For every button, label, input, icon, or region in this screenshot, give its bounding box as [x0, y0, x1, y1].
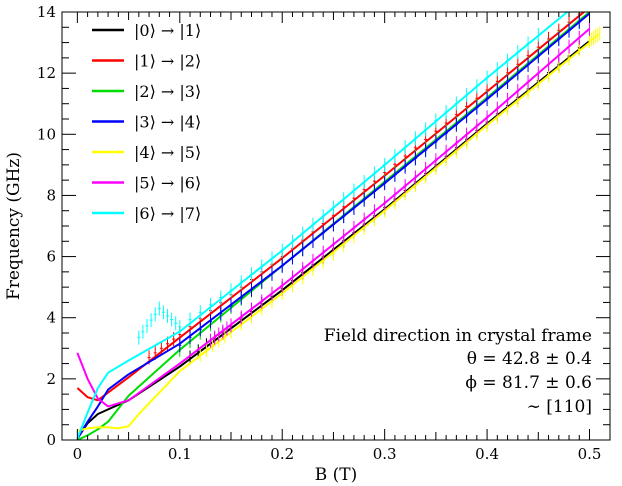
x-tick-label-5: 0.5: [578, 445, 602, 463]
y-tick-label-1: 2: [46, 370, 56, 388]
legend-label-1: |1⟩ → |2⟩: [134, 52, 201, 71]
x-tick-label-0: 0: [73, 445, 83, 463]
series-5: [76, 21, 591, 408]
y-axis-title: Frequency (GHz): [4, 152, 24, 300]
series-5-line: [76, 28, 591, 408]
legend: |0⟩ → |1⟩ |1⟩ → |2⟩ |2⟩ → |3⟩ |3⟩ → |4⟩ |4⟩ …: [92, 21, 201, 223]
y-tick-label-0: 0: [46, 431, 56, 449]
legend-item-1: |1⟩ → |2⟩: [92, 52, 201, 71]
x-axis-title: B (T): [315, 465, 358, 485]
legend-item-5: |5⟩ → |6⟩: [92, 174, 201, 193]
annotation-line-4: ∼ [110]: [527, 397, 592, 417]
legend-label-0: |0⟩ → |1⟩: [134, 21, 201, 40]
y-tick-label-3: 6: [46, 248, 56, 266]
y-tick-label-4: 8: [46, 186, 56, 204]
series-6: [76, 12, 569, 439]
y-tick-label-5: 10: [37, 125, 56, 143]
x-tick-label-3: 0.3: [373, 445, 397, 463]
x-tick-label-4: 0.4: [475, 445, 499, 463]
annotation: Field direction in crystal frame θ = 42.…: [324, 326, 592, 417]
axis-layer: 0 0.1 0.2 0.3 0.4 0.5 0 2 4 6 8 10 12 14: [37, 3, 610, 463]
legend-label-3: |3⟩ → |4⟩: [134, 113, 201, 132]
annotation-line-2: θ = 42.8 ± 0.4: [467, 349, 592, 369]
annotation-line-1: Field direction in crystal frame: [324, 326, 592, 346]
legend-label-4: |4⟩ → |5⟩: [134, 143, 201, 162]
legend-item-6: |6⟩ → |7⟩: [92, 204, 201, 223]
legend-item-3: |3⟩ → |4⟩: [92, 113, 201, 132]
legend-item-2: |2⟩ → |3⟩: [92, 82, 201, 101]
series-4-line: [77, 41, 591, 432]
x-tick-label-2: 0.2: [270, 445, 294, 463]
legend-item-4: |4⟩ → |5⟩: [92, 143, 201, 162]
legend-label-2: |2⟩ → |3⟩: [134, 82, 201, 101]
legend-label-6: |6⟩ → |7⟩: [134, 204, 201, 223]
x-tick-label-1: 0.1: [168, 445, 192, 463]
series-layer: [76, 12, 601, 440]
legend-item-0: |0⟩ → |1⟩: [92, 21, 201, 40]
plot-background: [62, 12, 610, 440]
y-tick-label-6: 12: [37, 64, 56, 82]
y-tick-label-2: 4: [46, 309, 56, 327]
legend-label-5: |5⟩ → |6⟩: [134, 174, 201, 193]
series-3-line: [76, 12, 591, 440]
annotation-line-3: ϕ = 81.7 ± 0.6: [465, 373, 592, 393]
y-tick-label-7: 14: [37, 3, 56, 21]
series-6-line: [76, 12, 569, 439]
